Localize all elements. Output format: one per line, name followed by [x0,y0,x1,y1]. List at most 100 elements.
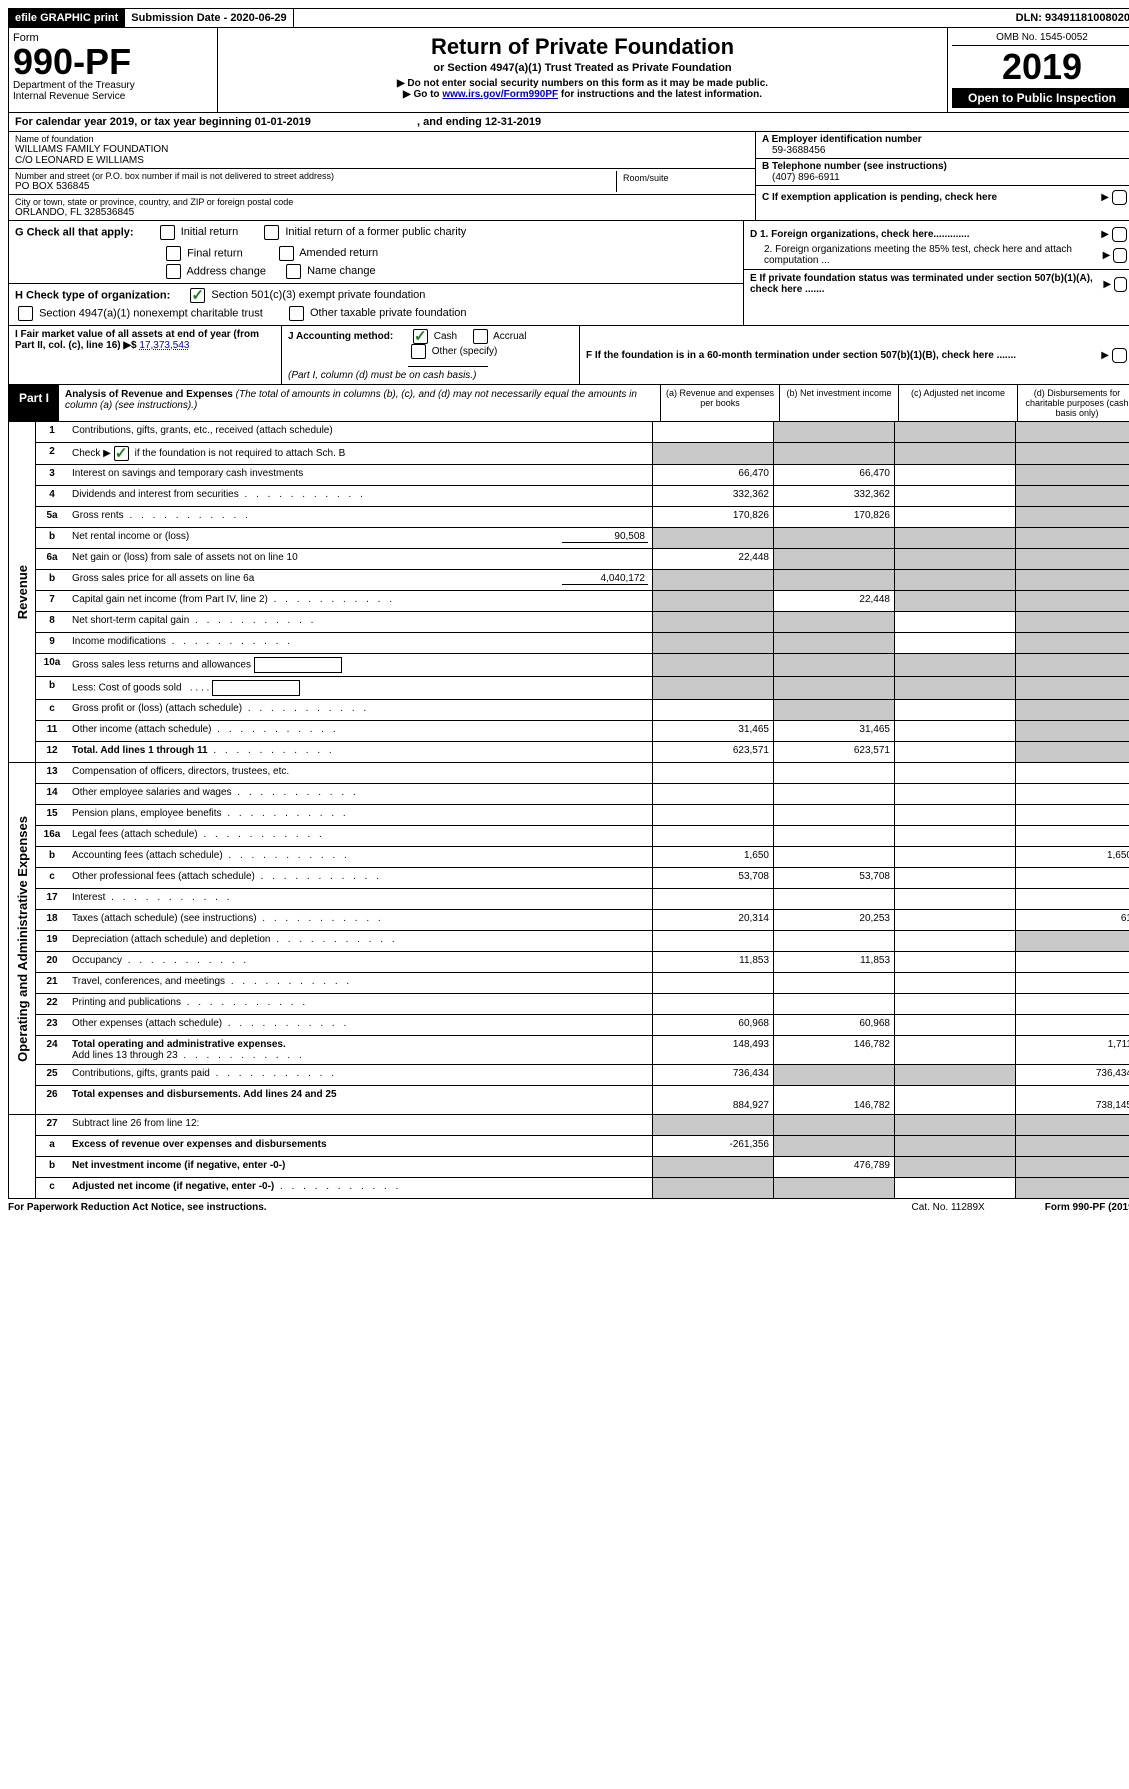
row-27a: Excess of revenue over expenses and disb… [68,1136,653,1156]
r11a: 31,465 [653,721,774,741]
d2-checkbox[interactable] [1113,248,1127,263]
row-1: Contributions, gifts, grants, etc., rece… [68,422,653,442]
row-3: Interest on savings and temporary cash i… [68,465,653,485]
r27bb: 476,789 [774,1157,895,1177]
ein-value: 59-3688456 [762,145,1129,156]
h-opt2: Section 4947(a)(1) nonexempt charitable … [39,307,263,319]
line27-table: 27Subtract line 26 from line 12: aExcess… [8,1115,1129,1199]
r11b: 31,465 [774,721,895,741]
j-accrual-checkbox[interactable] [473,329,488,344]
row-17: Interest [68,889,653,909]
submission-date: Submission Date - 2020-06-29 [125,9,293,27]
e-checkbox[interactable] [1114,277,1127,292]
goto-pre: ▶ Go to [403,89,442,100]
expenses-label: Operating and Administrative Expenses [9,763,36,1114]
d1-checkbox[interactable] [1112,227,1127,242]
city-value: ORLANDO, FL 328536845 [15,207,749,218]
r23b: 60,968 [774,1015,895,1035]
g-initial-checkbox[interactable] [160,225,175,240]
r26d: 738,145 [1016,1086,1129,1114]
j-cash: Cash [434,331,457,342]
row-15: Pension plans, employee benefits [68,805,653,825]
omb: OMB No. 1545-0052 [952,32,1129,46]
row-20: Occupancy [68,952,653,972]
col-c: (c) Adjusted net income [899,385,1018,421]
fmv-value[interactable]: 17,373,543 [139,340,189,351]
pra-notice: For Paperwork Reduction Act Notice, see … [8,1202,267,1213]
row-6b: Gross sales price for all assets on line… [68,570,653,590]
i-label: I Fair market value of all assets at end… [15,329,259,351]
row-10a: Gross sales less returns and allowances [68,654,653,676]
row-7: Capital gain net income (from Part IV, l… [68,591,653,611]
g-label: G Check all that apply: [15,226,134,238]
row-25: Contributions, gifts, grants paid [68,1065,653,1085]
g-name-checkbox[interactable] [286,264,301,279]
g-final-checkbox[interactable] [166,246,181,261]
col-a: (a) Revenue and expenses per books [661,385,780,421]
r23a: 60,968 [653,1015,774,1035]
row-27: Subtract line 26 from line 12: [68,1115,653,1135]
name-label: Name of foundation [15,134,749,144]
part1-header: Part I Analysis of Revenue and Expenses … [8,385,1129,422]
row-5b: Net rental income or (loss) 90,508 [68,528,653,548]
h-label: H Check type of organization: [15,289,170,301]
r16cb: 53,708 [774,868,895,888]
c-checkbox[interactable] [1112,190,1127,205]
h-4947-checkbox[interactable] [18,306,33,321]
r24a: 148,493 [653,1036,774,1064]
row-16a: Legal fees (attach schedule) [68,826,653,846]
f-checkbox[interactable] [1112,348,1127,363]
row-27b: Net investment income (if negative, ente… [68,1157,653,1177]
addr-label: Number and street (or P.O. box number if… [15,171,616,181]
part1-title: Analysis of Revenue and Expenses [65,389,233,400]
r7b: 22,448 [774,591,895,611]
r16bd: 1,650 [1016,847,1129,867]
g-opt-5: Name change [307,265,376,277]
j-cash-checkbox[interactable] [413,329,428,344]
dln: DLN: 93491181008020 [1010,9,1129,27]
j-other-checkbox[interactable] [411,344,426,359]
g-opt-3: Amended return [299,247,378,259]
g-initial-former-checkbox[interactable] [264,225,279,240]
dept: Department of the Treasury [13,80,213,91]
r16ca: 53,708 [653,868,774,888]
col-b: (b) Net investment income [780,385,899,421]
r6aa: 22,448 [653,549,774,569]
cal-begin: For calendar year 2019, or tax year begi… [15,116,311,128]
ein-label: A Employer identification number [762,134,1129,145]
g-amended-checkbox[interactable] [279,246,294,261]
r20a: 11,853 [653,952,774,972]
j-note: (Part I, column (d) must be on cash basi… [288,370,573,381]
row-16b: Accounting fees (attach schedule) [68,847,653,867]
g-opt-4: Address change [186,265,266,277]
e-label: E If private foundation status was termi… [750,273,1103,295]
city-label: City or town, state or province, country… [15,197,749,207]
r27aa: -261,356 [653,1136,774,1156]
form-title: Return of Private Foundation [222,34,943,60]
phone-label: B Telephone number (see instructions) [762,161,1129,172]
arrow-icon [1103,250,1111,261]
schb-checkbox[interactable] [114,446,129,461]
r5aa: 170,826 [653,507,774,527]
j-accrual: Accrual [493,331,526,342]
check-section: G Check all that apply: Initial return I… [8,221,1129,326]
row-18: Taxes (attach schedule) (see instruction… [68,910,653,930]
g-address-checkbox[interactable] [166,264,181,279]
h-opt3: Other taxable private foundation [310,307,467,319]
h-other-checkbox[interactable] [289,306,304,321]
row-4: Dividends and interest from securities [68,486,653,506]
form-link[interactable]: www.irs.gov/Form990PF [442,89,558,100]
r5ab: 170,826 [774,507,895,527]
r4a: 332,362 [653,486,774,506]
form-subtitle: or Section 4947(a)(1) Trust Treated as P… [222,62,943,74]
irs: Internal Revenue Service [13,91,213,102]
h-501c3-checkbox[interactable] [190,288,205,303]
f-label: F If the foundation is in a 60-month ter… [586,350,1016,361]
expenses-table: Operating and Administrative Expenses 13… [8,763,1129,1115]
form-header: Form 990-PF Department of the Treasury I… [8,28,1129,113]
row-21: Travel, conferences, and meetings [68,973,653,993]
open-to-public: Open to Public Inspection [952,88,1129,108]
r6b-val: 4,040,172 [562,573,648,585]
row-13: Compensation of officers, directors, tru… [68,763,653,783]
d1-label: D 1. Foreign organizations, check here..… [750,229,970,240]
